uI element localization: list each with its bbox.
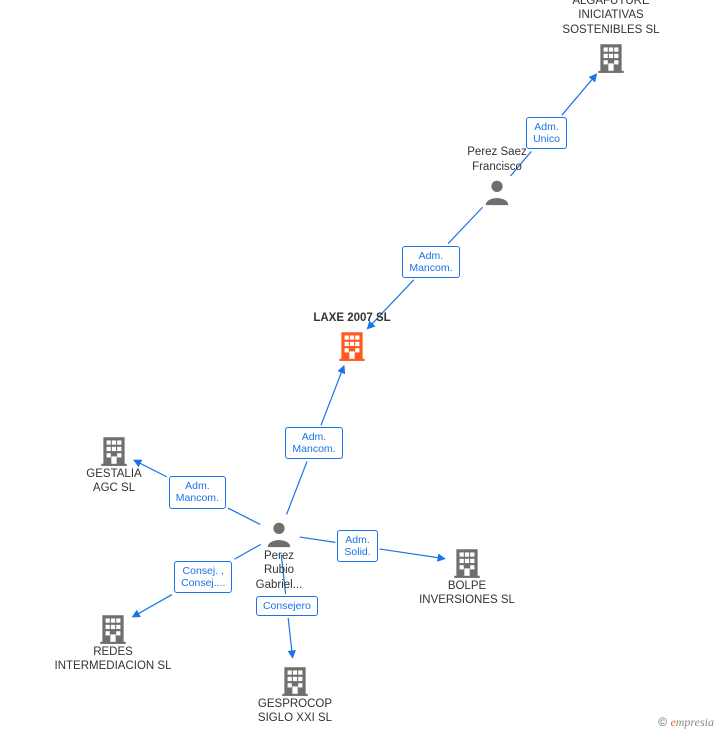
edge-label: Adm.Mancom.	[285, 427, 342, 459]
edge-label: Consej. ,Consej....	[174, 561, 232, 593]
edge-line	[321, 366, 344, 425]
node-perez_saez: Perez SaezFrancisco	[437, 145, 557, 207]
node-label: GESPROCOPSIGLO XXI SL	[235, 697, 355, 726]
node-laxe: LAXE 2007 SL	[292, 311, 412, 362]
building-icon	[96, 611, 130, 645]
node-gestalia: GESTALIAAGC SL	[59, 430, 169, 496]
building-icon	[97, 433, 131, 467]
edge-label: Consejero	[256, 596, 318, 616]
person-icon	[482, 177, 512, 207]
node-label: BOLPEINVERSIONES SL	[402, 579, 532, 608]
node-gesprocop: GESPROCOPSIGLO XXI SL	[235, 660, 355, 726]
node-label: REDESINTERMEDIACION SL	[38, 645, 188, 674]
edge-label: Adm.Solid.	[337, 530, 377, 562]
edge-label: Adm.Mancom.	[169, 476, 226, 508]
building-icon	[278, 663, 312, 697]
copyright-symbol: ©	[658, 715, 667, 729]
building-icon	[450, 545, 484, 579]
edge-line	[562, 75, 596, 116]
node-redes: REDESINTERMEDIACION SL	[38, 608, 188, 674]
person-icon	[264, 519, 294, 549]
node-label: Perez SaezFrancisco	[437, 145, 557, 174]
node-algafuture: ALGAFUTUREINICIATIVASSOSTENIBLES SL	[551, 0, 671, 74]
node-label: ALGAFUTUREINICIATIVASSOSTENIBLES SL	[551, 0, 671, 37]
building-icon	[335, 328, 369, 362]
edge-label: Adm.Unico	[526, 117, 567, 149]
node-bolpe: BOLPEINVERSIONES SL	[402, 542, 532, 608]
node-label: PerezRubioGabriel...	[229, 549, 329, 592]
copyright: © empresia	[658, 715, 714, 730]
edge-line	[448, 207, 483, 243]
node-label: GESTALIAAGC SL	[59, 467, 169, 496]
brand-rest: mpresia	[676, 715, 714, 729]
edge-line	[288, 618, 292, 657]
building-icon	[594, 40, 628, 74]
edge-line	[287, 461, 307, 514]
node-label: LAXE 2007 SL	[292, 311, 412, 325]
edge-label: Adm.Mancom.	[402, 246, 459, 278]
node-perez_rubio: PerezRubioGabriel...	[229, 516, 329, 592]
